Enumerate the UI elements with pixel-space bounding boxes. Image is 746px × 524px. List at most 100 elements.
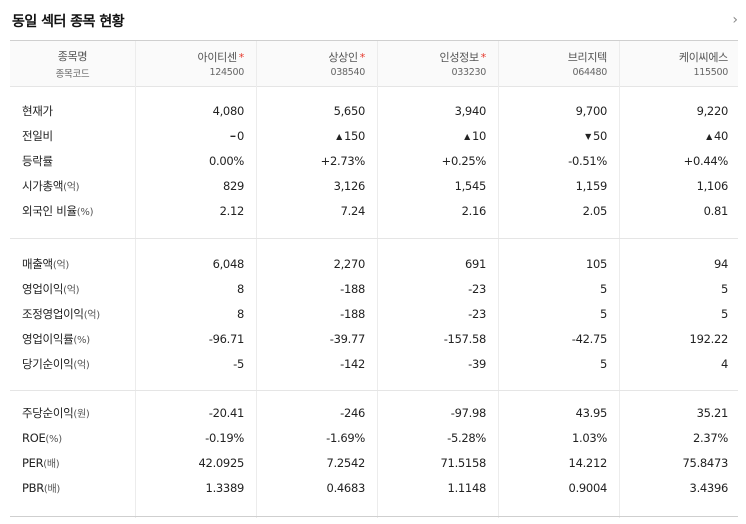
section-divider bbox=[10, 390, 738, 391]
row-label: 조정영업이익(억) bbox=[22, 302, 100, 328]
value-cell: 2,270 bbox=[333, 257, 366, 271]
value-cell: -23 bbox=[468, 307, 486, 321]
value-cell: 3,940 bbox=[454, 104, 487, 118]
triangle-up-icon: ▲ bbox=[464, 132, 470, 141]
value-cell: 94 bbox=[713, 257, 728, 271]
value-cell: 1,159 bbox=[575, 179, 608, 193]
row-label-text: PER bbox=[22, 456, 44, 470]
row-label-text: 등락률 bbox=[22, 154, 53, 168]
table-top-border bbox=[10, 40, 738, 41]
table-row: PBR(배) 1.3389 0.4683 1.1148 0.9004 3.4396 bbox=[10, 476, 738, 500]
row-label-text: PBR bbox=[22, 481, 44, 495]
table-row: PER(배) 42.0925 7.2542 71.5158 14.212 75.8473 bbox=[10, 451, 738, 475]
value-cell: 5 bbox=[599, 357, 607, 371]
value-cell: 0.9004 bbox=[568, 481, 608, 495]
value-cell: -5 bbox=[233, 357, 244, 371]
company-name-wrap: 인성정보 * bbox=[439, 49, 487, 65]
row-unit: (%) bbox=[45, 434, 62, 445]
table-row: 등락률 0.00% +2.73% +0.25% -0.51% +0.44% bbox=[10, 149, 738, 173]
row-label: 시가총액(억) bbox=[22, 174, 80, 200]
row-unit: (억) bbox=[83, 310, 100, 321]
value-cell: 2.12 bbox=[219, 204, 245, 218]
row-label-text: 시가총액 bbox=[22, 179, 64, 193]
table-row: 영업이익률(%) -96.71 -39.77 -157.58 -42.75 192.22 bbox=[10, 327, 738, 351]
company-name-wrap: 브리지텍 bbox=[567, 49, 608, 65]
company-name-link[interactable]: 아이티센 bbox=[197, 51, 238, 64]
value-cell: 3,126 bbox=[333, 179, 366, 193]
value-cell: 192.22 bbox=[689, 332, 729, 346]
table-row: 현재가 4,080 5,650 3,940 9,700 9,220 bbox=[10, 99, 738, 123]
value-cell: 5 bbox=[599, 282, 607, 296]
value-cell: -188 bbox=[340, 307, 365, 321]
value-cell: 75.8473 bbox=[682, 456, 729, 470]
value-cell: -142 bbox=[340, 357, 365, 371]
row-unit: (%) bbox=[73, 335, 90, 346]
row-unit: (배) bbox=[43, 484, 61, 495]
star-icon: * bbox=[359, 51, 366, 64]
company-code: 038540 bbox=[330, 67, 366, 78]
row-label: 당기순이익(억) bbox=[22, 352, 90, 378]
value-cell: -157.58 bbox=[443, 332, 487, 346]
row-label: PER(배) bbox=[22, 451, 60, 477]
value-cell: -23 bbox=[468, 282, 486, 296]
value-cell: 105 bbox=[585, 257, 607, 271]
company-name-wrap: 케이씨에스 bbox=[679, 49, 728, 65]
change-value: 10 bbox=[471, 129, 486, 143]
value-cell: 2.37% bbox=[692, 431, 728, 445]
row-label: 외국인 비율(%) bbox=[22, 199, 93, 225]
value-cell: 5 bbox=[720, 282, 728, 296]
triangle-up-icon: ▲ bbox=[706, 132, 712, 141]
company-name-link[interactable]: 브리지텍 bbox=[567, 51, 608, 64]
value-cell: -0.51% bbox=[568, 154, 607, 168]
row-unit: (억) bbox=[52, 260, 69, 271]
company-name-link[interactable]: 인성정보 bbox=[439, 51, 480, 64]
triangle-down-icon: ▼ bbox=[585, 132, 591, 141]
value-cell: -39.77 bbox=[329, 332, 366, 346]
header-stock-code-label: 종목코드 bbox=[55, 68, 90, 80]
company-code: 115500 bbox=[693, 67, 729, 78]
row-label: 영업이익률(%) bbox=[22, 327, 90, 353]
row-unit: (억) bbox=[63, 285, 80, 296]
company-code: 124500 bbox=[209, 67, 245, 78]
row-unit: (%) bbox=[76, 207, 94, 218]
header-company-2[interactable]: 상상인 * 038540 bbox=[256, 41, 377, 86]
row-label-text: 영업이익률 bbox=[22, 332, 74, 346]
value-cell: 35.21 bbox=[696, 406, 729, 420]
value-cell: 5 bbox=[720, 307, 728, 321]
value-cell: 7.24 bbox=[340, 204, 366, 218]
value-cell: 829 bbox=[222, 179, 244, 193]
change-value: 150 bbox=[343, 129, 365, 143]
value-cell: 7.2542 bbox=[326, 456, 366, 470]
chevron-right-icon[interactable]: › bbox=[732, 12, 738, 28]
header-company-5[interactable]: 케이씨에스 115500 bbox=[619, 41, 740, 86]
company-name-wrap: 상상인 * bbox=[328, 49, 365, 65]
row-label-text: 영업이익 bbox=[22, 282, 64, 296]
value-cell: -97.98 bbox=[450, 406, 487, 420]
change-cell: ▲ 40 bbox=[619, 124, 728, 149]
row-label: 현재가 bbox=[22, 99, 53, 123]
row-unit: (원) bbox=[73, 409, 90, 420]
value-cell: +0.25% bbox=[441, 154, 487, 168]
value-cell: 1.03% bbox=[571, 431, 607, 445]
company-name-link[interactable]: 케이씨에스 bbox=[678, 51, 728, 64]
value-cell: -188 bbox=[340, 282, 365, 296]
row-label-text: 조정영업이익 bbox=[22, 307, 84, 321]
row-label: PBR(배) bbox=[22, 476, 60, 502]
value-cell: +2.73% bbox=[320, 154, 366, 168]
table-row: ROE(%) -0.19% -1.69% -5.28% 1.03% 2.37% bbox=[10, 426, 738, 450]
company-name-link[interactable]: 상상인 bbox=[328, 51, 358, 64]
header-company-4[interactable]: 브리지텍 064480 bbox=[498, 41, 619, 86]
star-icon: * bbox=[238, 51, 245, 64]
table-row: 주당순이익(원) -20.41 -246 -97.98 43.95 35.21 bbox=[10, 401, 738, 425]
value-cell: 1.3389 bbox=[205, 481, 245, 495]
value-cell: +0.44% bbox=[683, 154, 729, 168]
row-label: 등락률 bbox=[22, 149, 53, 173]
value-cell: 1,106 bbox=[696, 179, 729, 193]
row-label-text: 당기순이익 bbox=[22, 357, 74, 371]
header-company-1[interactable]: 아이티센 * 124500 bbox=[135, 41, 256, 86]
header-company-3[interactable]: 인성정보 * 033230 bbox=[377, 41, 498, 86]
value-cell: -96.71 bbox=[208, 332, 245, 346]
value-cell: 2.05 bbox=[582, 204, 608, 218]
value-cell: -1.69% bbox=[326, 431, 365, 445]
row-unit: (배) bbox=[43, 459, 60, 470]
